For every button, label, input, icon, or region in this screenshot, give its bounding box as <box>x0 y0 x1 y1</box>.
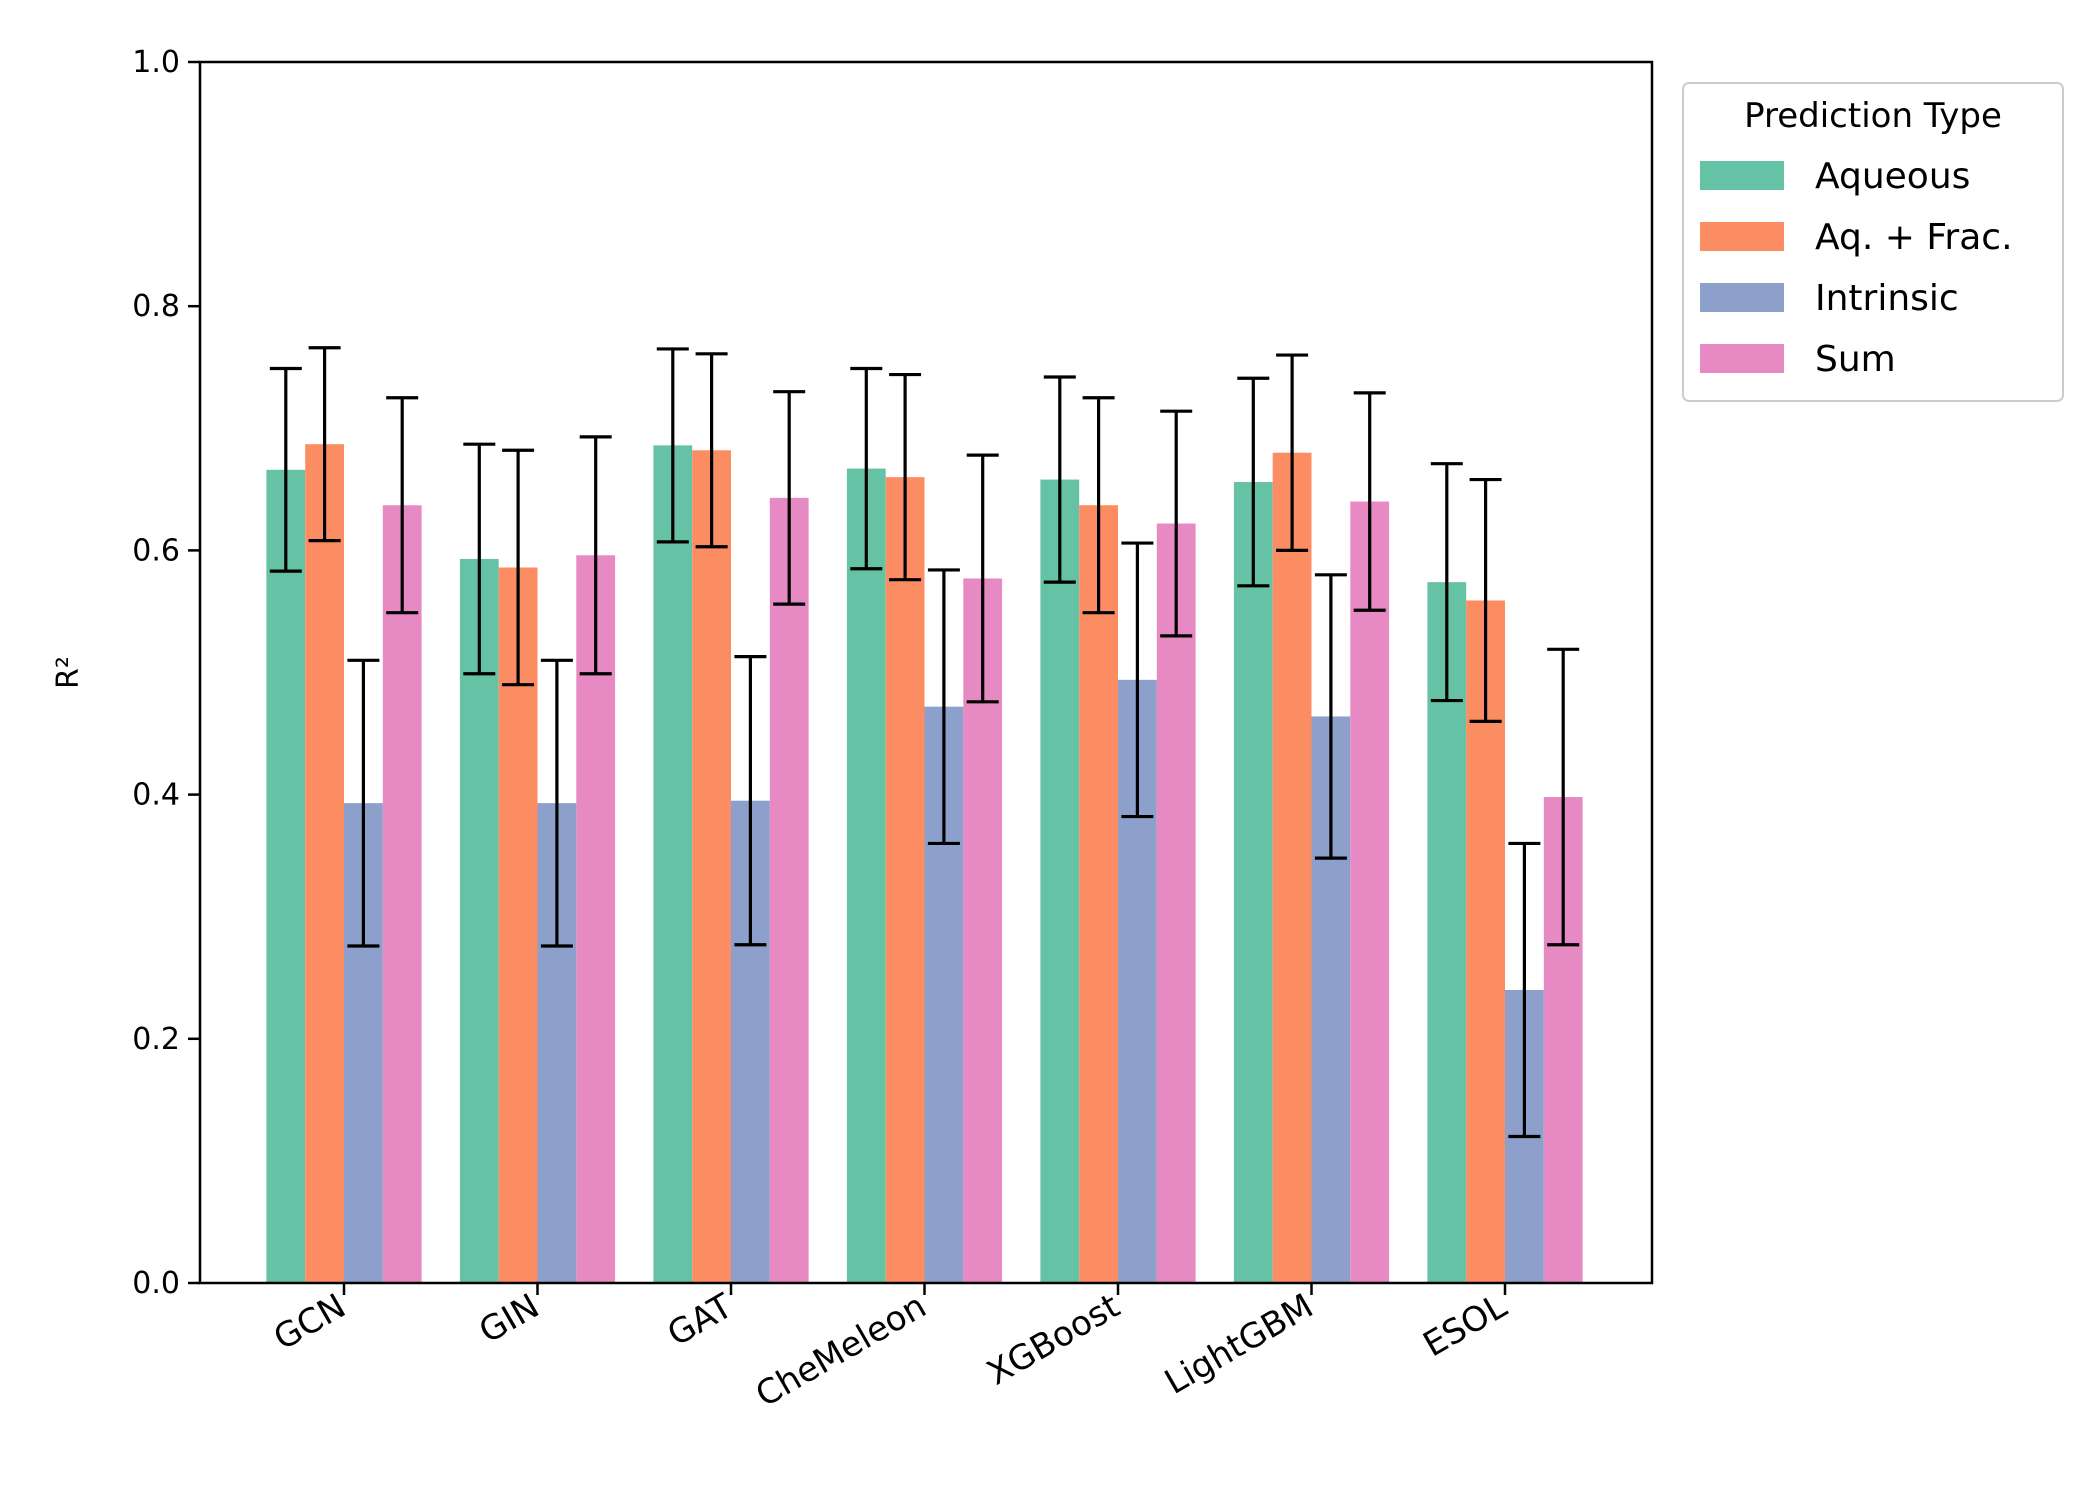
error-bar-aqueous-gat <box>656 347 689 544</box>
error-bar-aq-frac--xgboost <box>1082 396 1115 615</box>
legend-swatch <box>1700 161 1784 190</box>
error-bar-aqueous-gcn <box>269 366 302 573</box>
y-axis-label: R² <box>51 656 86 689</box>
plot-area-frame <box>198 60 1654 1285</box>
error-bar-intrinsic-lightgbm <box>1314 573 1347 860</box>
legend-item-aqueous: Aqueous <box>1700 156 1970 197</box>
error-bar-sum-gat <box>773 390 806 606</box>
y-tick-label: 0.4 <box>132 778 180 813</box>
error-bar-intrinsic-gin <box>540 658 573 948</box>
error-bar-sum-gin <box>579 435 612 676</box>
error-bars-layer <box>269 346 1580 1139</box>
bar-aqueous-lightgbm <box>1233 482 1273 1283</box>
error-bar-sum-esol <box>1547 647 1580 947</box>
bar-aqueous-xgboost <box>1040 479 1080 1283</box>
legend-label: Intrinsic <box>1815 278 1959 319</box>
legend-swatch <box>1700 222 1784 251</box>
legend-item-sum: Sum <box>1700 339 1896 380</box>
bar-sum-gin <box>576 555 616 1283</box>
error-bar-aq-frac--chemeleon <box>889 372 922 582</box>
error-bar-aq-frac--gin <box>502 448 535 687</box>
error-bar-sum-chemeleon <box>966 453 999 704</box>
bar-aq-frac--lightgbm <box>1272 452 1312 1284</box>
bar-aq-frac--xgboost <box>1079 505 1118 1283</box>
y-axis: 0.0 0.2 0.4 0.6 0.8 1.0 <box>132 45 200 1301</box>
legend-swatch <box>1700 344 1784 373</box>
y-tick-label: 0.6 <box>132 533 180 568</box>
bar-aqueous-gat <box>653 445 693 1283</box>
bar-aqueous-gin <box>459 558 499 1283</box>
error-bar-aq-frac--lightgbm <box>1276 353 1309 553</box>
legend-label: Aq. + Frac. <box>1815 217 2013 258</box>
error-bar-aq-frac--gat <box>695 352 728 549</box>
bar-aq-frac--gin <box>498 567 538 1283</box>
error-bar-aqueous-chemeleon <box>850 366 883 571</box>
error-bar-aqueous-esol <box>1430 462 1463 703</box>
y-tick-label: 0.0 <box>132 1266 180 1301</box>
y-tick-label: 0.8 <box>132 289 180 324</box>
error-bar-aqueous-xgboost <box>1043 375 1076 584</box>
y-tick-label: 1.0 <box>132 45 180 80</box>
legend-title: Prediction Type <box>1744 96 2002 136</box>
bar-aq-frac--gat <box>692 450 731 1283</box>
error-bar-aq-frac--esol <box>1469 477 1502 723</box>
legend: Prediction Type Aqueous Aq. + Frac. Intrins… <box>1682 82 2064 402</box>
error-bar-intrinsic-chemeleon <box>927 568 960 846</box>
error-bar-sum-lightgbm <box>1353 391 1386 612</box>
bar-aqueous-gcn <box>266 469 306 1284</box>
error-bar-intrinsic-esol <box>1508 841 1541 1139</box>
bar-sum-gat <box>769 497 809 1284</box>
error-bar-aqueous-lightgbm <box>1237 376 1270 588</box>
bar-aq-frac--chemeleon <box>885 477 925 1283</box>
bar-sum-xgboost <box>1156 523 1196 1283</box>
legend-label: Sum <box>1815 339 1896 380</box>
legend-swatch <box>1700 283 1784 312</box>
bar-aqueous-chemeleon <box>846 468 886 1283</box>
legend-item-intrinsic: Intrinsic <box>1700 278 1959 319</box>
bar-aq-frac--gcn <box>305 444 344 1284</box>
error-bar-aqueous-gin <box>463 442 496 676</box>
bars-layer <box>266 444 1583 1284</box>
error-bar-aq-frac--gcn <box>308 346 341 543</box>
bar-sum-lightgbm <box>1350 501 1390 1283</box>
error-bar-intrinsic-gat <box>734 655 767 947</box>
error-bar-sum-xgboost <box>1160 409 1193 638</box>
error-bar-intrinsic-xgboost <box>1121 541 1154 819</box>
error-bar-sum-gcn <box>386 396 419 615</box>
error-bar-intrinsic-gcn <box>347 658 380 948</box>
y-tick-label: 0.2 <box>132 1022 180 1057</box>
legend-label: Aqueous <box>1815 156 1970 197</box>
legend-item-aq-frac-: Aq. + Frac. <box>1700 217 2013 258</box>
bar-sum-gcn <box>382 505 422 1283</box>
